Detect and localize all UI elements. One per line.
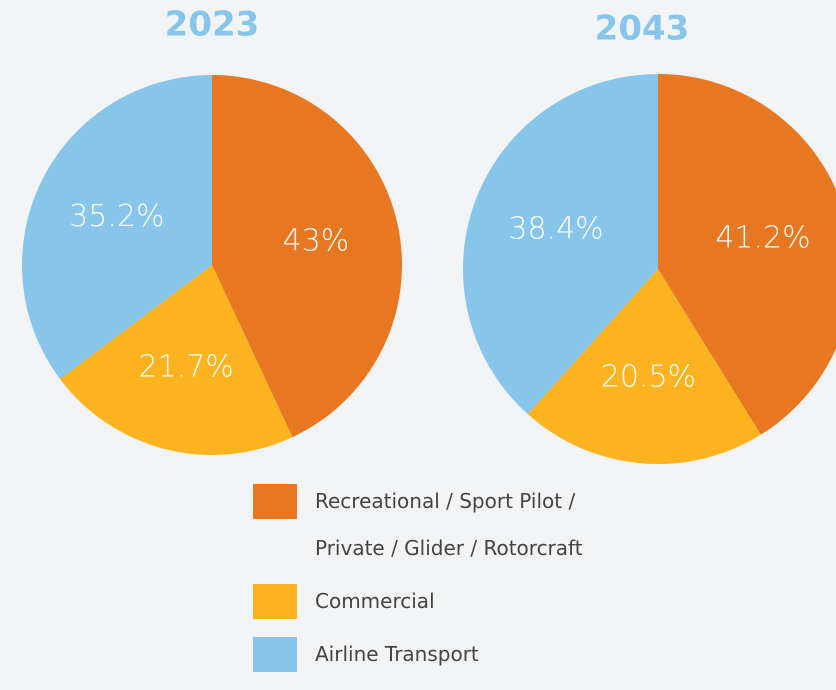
pie-slice: [59, 265, 293, 455]
chart-title: 2023: [165, 5, 260, 45]
pie-slice: [527, 269, 761, 465]
value-label: 43%: [283, 223, 350, 258]
legend-swatch: [253, 484, 297, 519]
legend-item: Commercial: [253, 584, 645, 625]
legend-swatch: [253, 637, 297, 672]
legend-label: Commercial: [315, 589, 435, 613]
value-label: 20.5%: [601, 359, 696, 394]
legend-swatch: [253, 584, 297, 619]
page: 43% 21.7% 35.2% 2023 41.2% 20.5% 38.4% 2043 Rec…: [21, 4, 836, 672]
pie-slice: [212, 75, 402, 438]
value-label: 21.7%: [139, 350, 234, 385]
legend: Recreational / Sport Pilot / Private / G…: [253, 484, 645, 690]
legend-label: Recreational / Sport Pilot / Private / G…: [315, 489, 583, 560]
chart: 43% 21.7% 35.2% 2023 41.2% 20.5% 38.4% 2043: [21, 5, 836, 465]
legend-label: Airline Transport: [315, 642, 479, 666]
value-label: 38.4%: [508, 211, 603, 246]
pie-slice: [658, 74, 836, 435]
pie-slice: [21, 75, 212, 379]
legend-item: Recreational / Sport Pilot / Private / G…: [253, 484, 645, 572]
value-label: 35.2%: [69, 199, 164, 234]
chart-title: 2043: [595, 9, 690, 49]
value-label: 41.2%: [715, 221, 810, 256]
legend-item: Airline Transport: [253, 637, 645, 678]
pie-slice: [462, 74, 658, 415]
